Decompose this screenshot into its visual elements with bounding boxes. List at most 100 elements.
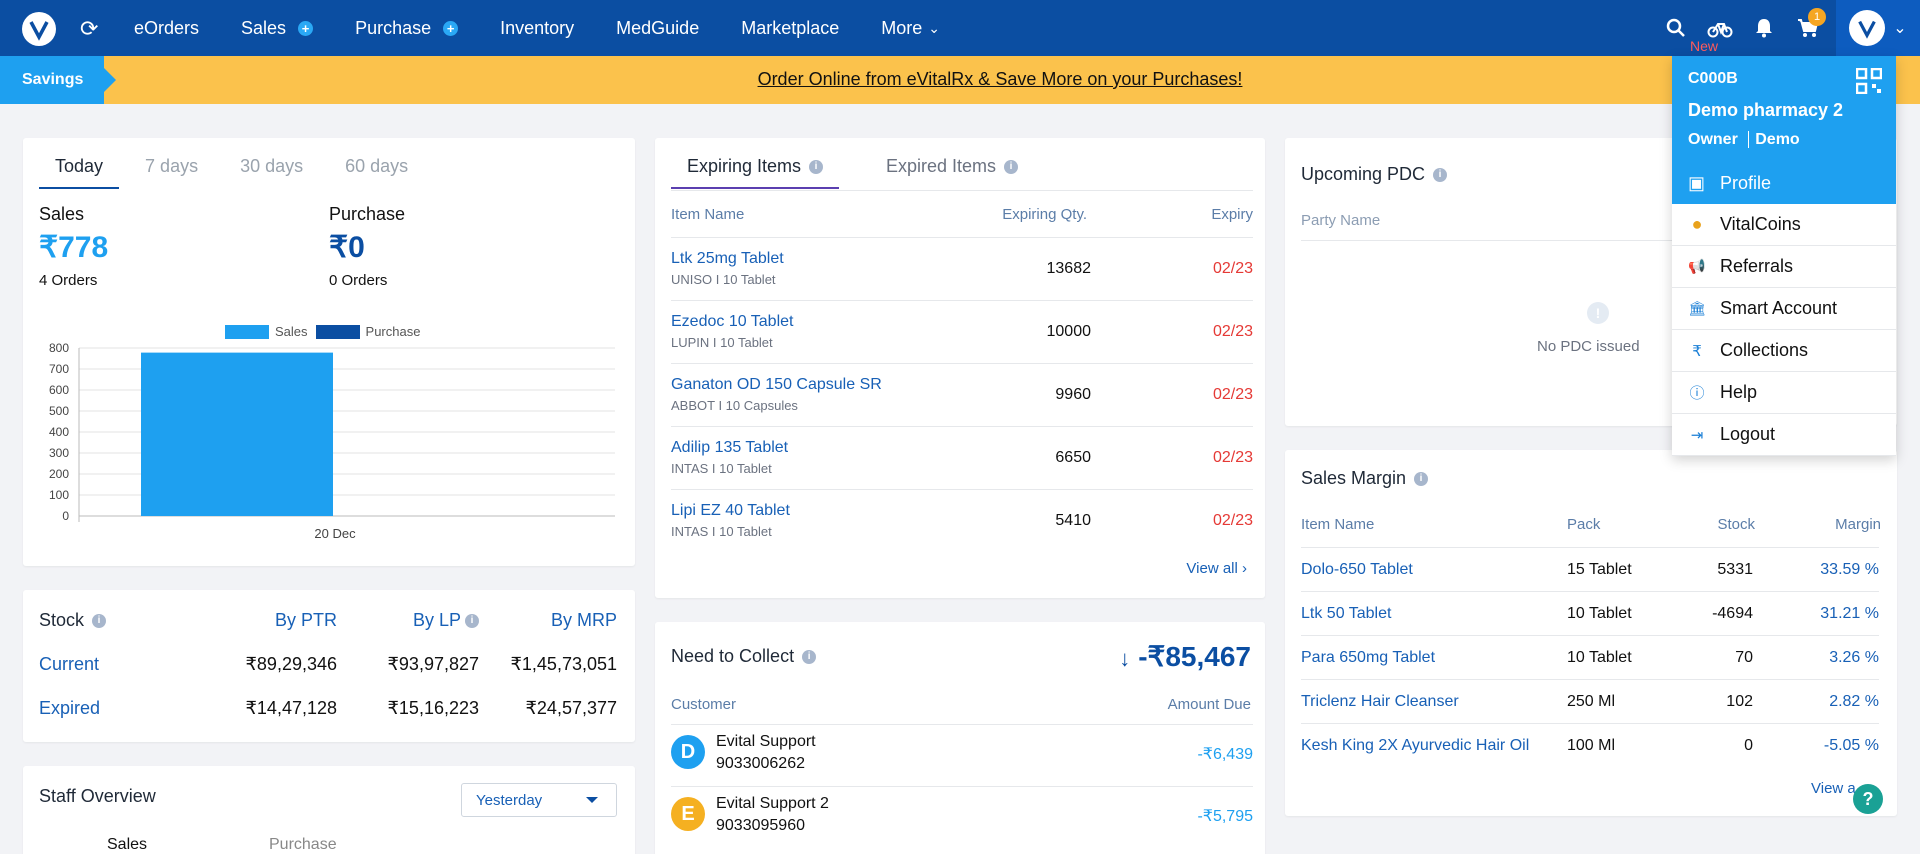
col-customer: Customer [671, 696, 737, 713]
stock-value: ₹93,97,827 [387, 654, 479, 674]
menu-item-smart-account[interactable]: 🏛 Smart Account [1672, 288, 1896, 330]
table-row[interactable]: Ezedoc 10 Tablet LUPIN I 10 Tablet 10000 02… [671, 300, 1253, 363]
stock-header-label: By PTR [274, 610, 337, 630]
table-row[interactable]: Para 650mg Tablet 10 Tablet 70 3.26 % [1301, 635, 1879, 679]
staff-col-sales: Sales [107, 836, 148, 853]
stock-header-label: By MRP [550, 610, 617, 630]
menu-item-referrals[interactable]: 📢 Referrals [1672, 246, 1896, 288]
expiry-date: 02/23 [1212, 323, 1253, 340]
user-role: Owner [1688, 131, 1738, 148]
megaphone-icon: 📢 [1688, 258, 1706, 274]
empty-info-icon: ! [1587, 302, 1609, 324]
item-name[interactable]: Para 650mg Tablet [1301, 649, 1436, 666]
table-row[interactable]: D Evital Support 9033006262 -₹6,439 [671, 724, 1253, 786]
view-all-link[interactable]: View a [1811, 780, 1856, 797]
expiry-date: 02/23 [1212, 449, 1253, 466]
promo-banner: Savings Order Online from eVitalRx & Sav… [0, 56, 1920, 104]
tab-today[interactable]: Today [39, 156, 120, 189]
delivery-bike-icon[interactable] [1698, 0, 1742, 56]
nav-item-medguide[interactable]: MedGuide [616, 18, 699, 39]
info-icon[interactable]: i [92, 614, 107, 629]
table-row[interactable]: Triclenz Hair Cleanser 250 Ml 102 2.82 % [1301, 679, 1879, 723]
purchase-label: Purchase [329, 204, 406, 224]
info-icon[interactable]: i [1433, 168, 1448, 183]
item-name[interactable]: Ezedoc 10 Tablet [671, 313, 794, 330]
pdc-title-text: Upcoming PDC [1301, 164, 1426, 184]
logout-icon: ⇥ [1690, 426, 1704, 444]
item-name[interactable]: Ganaton OD 150 Capsule SR [671, 376, 882, 393]
col-item-name: Item Name [671, 206, 745, 223]
bell-icon[interactable] [1742, 0, 1786, 56]
menu-item-collections[interactable]: ₹ Collections [1672, 330, 1896, 372]
period-select[interactable]: Yesterday [461, 783, 617, 817]
expiring-qty: 13682 [1046, 260, 1092, 277]
tab-7-days[interactable]: 7 days [145, 156, 199, 176]
info-icon[interactable]: i [802, 650, 817, 665]
item-name[interactable]: Kesh King 2X Ayurvedic Hair Oil [1301, 737, 1530, 754]
promo-link[interactable]: Order Online from eVitalRx & Save More o… [757, 69, 1243, 89]
app-logo[interactable] [22, 12, 56, 46]
item-name[interactable]: Adilip 135 Tablet [671, 439, 789, 456]
store-icon: ▣ [1688, 172, 1706, 193]
item-stock: 102 [1726, 693, 1753, 710]
view-all-link[interactable]: View all › [1186, 560, 1247, 577]
menu-item-vitalcoins[interactable]: ● VitalCoins [1672, 204, 1896, 246]
legend-label-sales: Sales [275, 324, 308, 339]
nav-item-inventory[interactable]: Inventory [500, 18, 574, 39]
table-row[interactable]: Kesh King 2X Ayurvedic Hair Oil 100 Ml 0 -5… [1301, 723, 1879, 767]
nav-item-marketplace[interactable]: Marketplace [741, 18, 839, 39]
divider [1748, 131, 1750, 148]
nav-item-more[interactable]: More ⌄ [881, 18, 940, 39]
table-row[interactable]: Ltk 25mg Tablet UNISO I 10 Tablet 13682 02/… [671, 237, 1253, 300]
purchase-orders: 0 Orders [329, 272, 388, 289]
bar-sales[interactable] [141, 352, 333, 516]
menu-item-label: VitalCoins [1720, 214, 1801, 234]
table-row[interactable]: Dolo-650 Tablet 15 Tablet 5331 33.59 % [1301, 547, 1879, 591]
y-tick-label: 800 [49, 341, 69, 355]
search-icon[interactable] [1654, 0, 1698, 56]
refresh-icon[interactable]: ⟳ [80, 16, 99, 41]
table-row[interactable]: Ganaton OD 150 Capsule SR ABBOT I 10 Caps… [671, 363, 1253, 426]
tab-60-days[interactable]: 60 days [345, 156, 409, 176]
qr-code-icon[interactable] [1855, 67, 1883, 99]
nav-item-eorders[interactable]: eOrders [134, 18, 199, 39]
info-icon[interactable]: i [1414, 472, 1429, 487]
info-icon[interactable]: i [809, 160, 824, 175]
item-name[interactable]: Lipi EZ 40 Tablet [671, 502, 790, 519]
tab-expiring-items[interactable]: Expiring Items i [671, 156, 840, 189]
item-name[interactable]: Ltk 25mg Tablet [671, 250, 784, 267]
plus-icon[interactable]: + [443, 20, 459, 36]
menu-item-help[interactable]: ⓘ Help [1672, 372, 1896, 414]
menu-item-profile[interactable]: ▣ Profile [1672, 162, 1896, 204]
menu-item-label: Collections [1720, 340, 1809, 360]
info-icon[interactable]: i [465, 614, 479, 629]
savings-tag[interactable]: Savings [0, 56, 116, 104]
tab-30-days[interactable]: 30 days [240, 156, 304, 176]
menu-item-logout[interactable]: ⇥ Logout [1672, 414, 1896, 456]
plus-icon[interactable]: + [298, 20, 314, 36]
nav-item-purchase[interactable]: Purchase + [355, 18, 459, 39]
margin-title-text: Sales Margin [1301, 468, 1407, 488]
tab-expired-label: Expired Items [886, 156, 997, 176]
item-name[interactable]: Dolo-650 Tablet [1301, 561, 1413, 578]
table-row[interactable]: Ltk 50 Tablet 10 Tablet -4694 31.21 % [1301, 591, 1879, 635]
item-pack: 10 Tablet [1567, 605, 1632, 622]
nav-item-sales[interactable]: Sales + [241, 18, 314, 39]
nav-item-label: Marketplace [741, 17, 840, 38]
profile-menu-toggle[interactable]: ⌄ [1836, 0, 1920, 56]
item-margin: -5.05 % [1823, 737, 1879, 754]
item-name[interactable]: Ltk 50 Tablet [1301, 605, 1392, 622]
sales-label: Sales [39, 204, 85, 224]
info-icon[interactable]: i [1004, 160, 1019, 175]
tab-expired-items[interactable]: Expired Items i [870, 156, 1034, 177]
table-row[interactable]: Adilip 135 Tablet INTAS I 10 Tablet 6650 02… [671, 426, 1253, 489]
menu-item-label: Logout [1720, 424, 1776, 444]
stock-row-expired[interactable]: Expired [39, 698, 101, 718]
table-row[interactable]: Lipi EZ 40 Tablet INTAS I 10 Tablet 5410 02… [671, 489, 1253, 552]
cart-button[interactable]: 1 [1786, 0, 1830, 56]
item-name[interactable]: Triclenz Hair Cleanser [1301, 693, 1459, 710]
table-row[interactable]: E Evital Support 2 9033095960 -₹5,795 [671, 786, 1253, 848]
stock-row-current[interactable]: Current [39, 654, 100, 674]
help-chat-icon[interactable]: ? [1853, 784, 1883, 814]
item-manufacturer-pack: LUPIN I 10 Tablet [671, 335, 773, 350]
